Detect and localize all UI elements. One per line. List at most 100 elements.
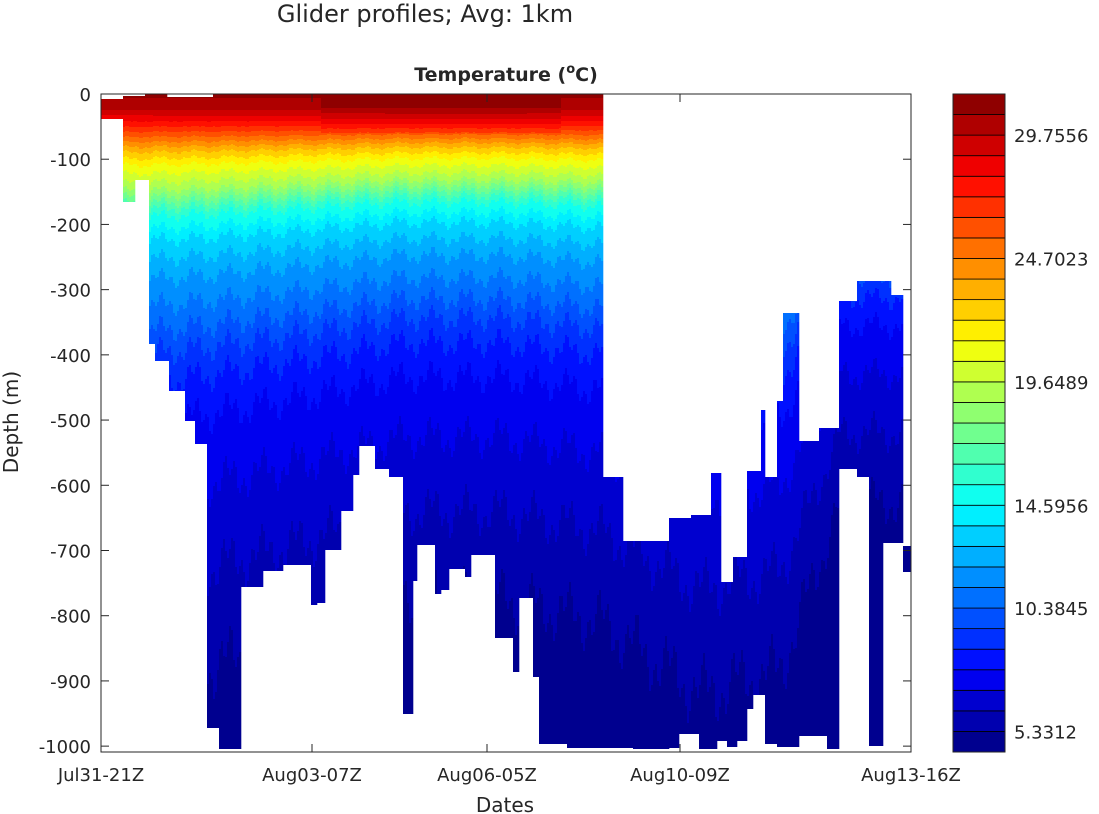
contour-cell: [229, 169, 232, 177]
contour-cell: [371, 144, 374, 149]
contour-cell: [405, 134, 408, 138]
contour-cell: [351, 136, 354, 140]
contour-cell: [345, 150, 348, 156]
contour-cell: [199, 151, 202, 158]
contour-cell: [217, 257, 220, 275]
contour-cell: [307, 369, 310, 410]
contour-cell: [229, 626, 232, 749]
contour-cell: [179, 143, 182, 148]
contour-cell: [401, 114, 404, 119]
contour-cell: [381, 202, 384, 209]
contour-cell: [187, 240, 190, 257]
contour-cell: [437, 340, 440, 371]
contour-cell: [163, 145, 166, 150]
contour-cell: [289, 135, 292, 139]
contour-cell: [351, 330, 354, 354]
contour-cell: [301, 110, 304, 116]
contour-cell: [367, 349, 370, 383]
contour-cell: [347, 144, 350, 149]
contour-cell: [309, 131, 312, 136]
contour-cell: [223, 370, 226, 404]
contour-cell: [179, 212, 182, 219]
contour-cell: [201, 234, 204, 252]
contour-cell: [235, 215, 238, 226]
contour-cell: [291, 126, 294, 130]
contour-cell: [333, 206, 336, 216]
contour-cell: [185, 282, 188, 308]
contour-cell: [169, 97, 172, 98]
contour-cell: [339, 135, 342, 139]
contour-cell: [179, 176, 182, 185]
contour-cell: [257, 285, 260, 307]
contour-cell: [201, 381, 204, 422]
contour-cell: [313, 361, 316, 398]
contour-cell: [443, 180, 446, 185]
contour-cell: [261, 148, 264, 154]
contour-cell: [345, 333, 348, 362]
contour-cell: [359, 158, 362, 165]
contour-cell: [113, 110, 116, 115]
contour-cell: [111, 99, 114, 110]
contour-cell: [205, 219, 208, 231]
contour-cell: [193, 155, 196, 161]
contour-cell: [413, 459, 416, 531]
contour-cell: [449, 119, 452, 124]
contour-cell: [317, 265, 320, 291]
contour-cell: [259, 193, 262, 199]
contour-cell: [439, 256, 442, 277]
contour-cell: [313, 164, 316, 172]
contour-cell: [197, 237, 200, 254]
contour-cell: [259, 154, 262, 160]
contour-cell: [431, 138, 434, 142]
contour-cell: [323, 145, 326, 149]
contour-cell: [225, 360, 228, 393]
contour-cell: [265, 94, 268, 98]
contour-cell: [275, 365, 278, 405]
contour-cell: [389, 182, 392, 187]
contour-cell: [449, 190, 452, 195]
contour-cell: [255, 126, 258, 131]
contour-cell: [427, 132, 430, 134]
contour-cell: [389, 322, 392, 344]
contour-cell: [379, 177, 382, 184]
contour-cell: [311, 145, 314, 150]
contour-cell: [153, 224, 156, 235]
contour-cell: [193, 410, 196, 421]
contour-cell: [341, 136, 344, 140]
contour-cell: [267, 170, 270, 178]
contour-cell: [193, 347, 196, 374]
contour-cell: [217, 142, 220, 147]
contour-cell: [461, 147, 464, 152]
contour-cell: [323, 169, 326, 177]
contour-cell: [289, 144, 292, 148]
contour-cell: [275, 158, 278, 165]
contour-cell: [305, 329, 308, 356]
contour-cell: [259, 334, 262, 363]
contour-cell: [195, 323, 198, 343]
contour-cell: [119, 99, 122, 110]
contour-cell: [403, 311, 406, 336]
contour-cell: [321, 169, 324, 177]
contour-cell: [157, 121, 160, 126]
contour-cell: [149, 244, 152, 262]
contour-cell: [173, 203, 176, 209]
contour-cell: [375, 203, 378, 214]
contour-cell: [189, 132, 192, 137]
contour-cell: [355, 108, 358, 113]
contour-cell: [259, 182, 262, 188]
contour-cell: [337, 181, 340, 186]
contour-cell: [235, 189, 238, 195]
contour-cell: [445, 356, 448, 390]
contour-cell: [155, 110, 158, 116]
contour-cell: [303, 162, 306, 170]
contour-cell: [431, 328, 434, 362]
contour-cell: [347, 124, 350, 129]
contour-cell: [159, 316, 162, 337]
contour-cell: [399, 179, 402, 185]
contour-cell: [229, 131, 232, 136]
contour-cell: [345, 228, 348, 245]
contour-cell: [309, 233, 312, 251]
contour-cell: [151, 122, 154, 127]
contour-cell: [385, 174, 388, 181]
contour-cell: [447, 195, 450, 201]
